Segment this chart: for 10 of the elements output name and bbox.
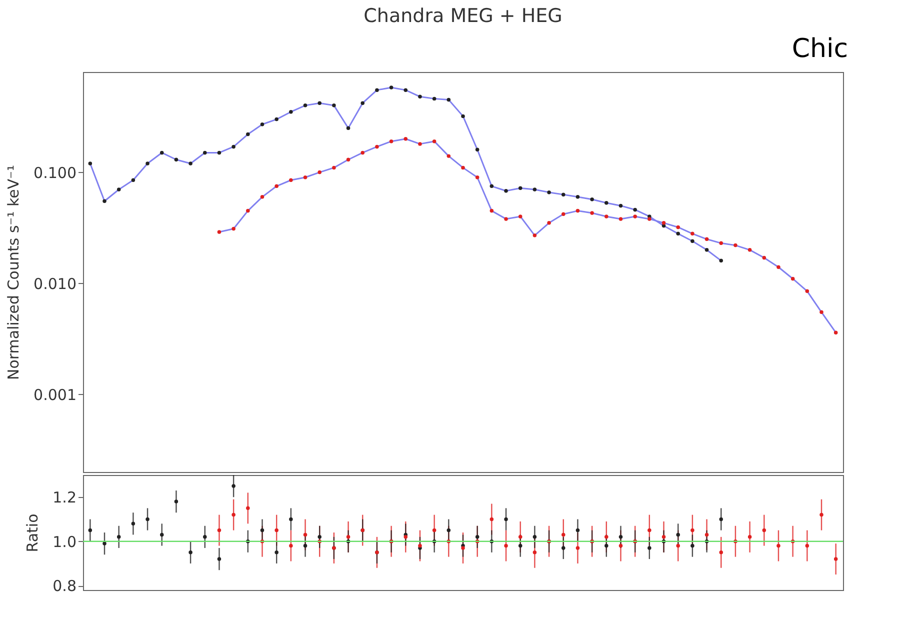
y-tick-label: 0.8	[52, 577, 76, 596]
y-tick-label: 1.0	[52, 532, 76, 551]
y-axis-title: Ratio	[24, 514, 42, 552]
y-tick-label: 0.100	[34, 164, 76, 182]
y-tick-label: 1.2	[52, 488, 76, 507]
y-tick-label: 0.001	[34, 386, 76, 404]
y-tick-label: 0.010	[34, 274, 76, 293]
chart-title: Chandra MEG + HEG	[364, 5, 562, 27]
text: Chic	[792, 34, 848, 64]
y-axis-title: Normalized Counts s⁻¹ keV⁻¹	[4, 164, 23, 380]
